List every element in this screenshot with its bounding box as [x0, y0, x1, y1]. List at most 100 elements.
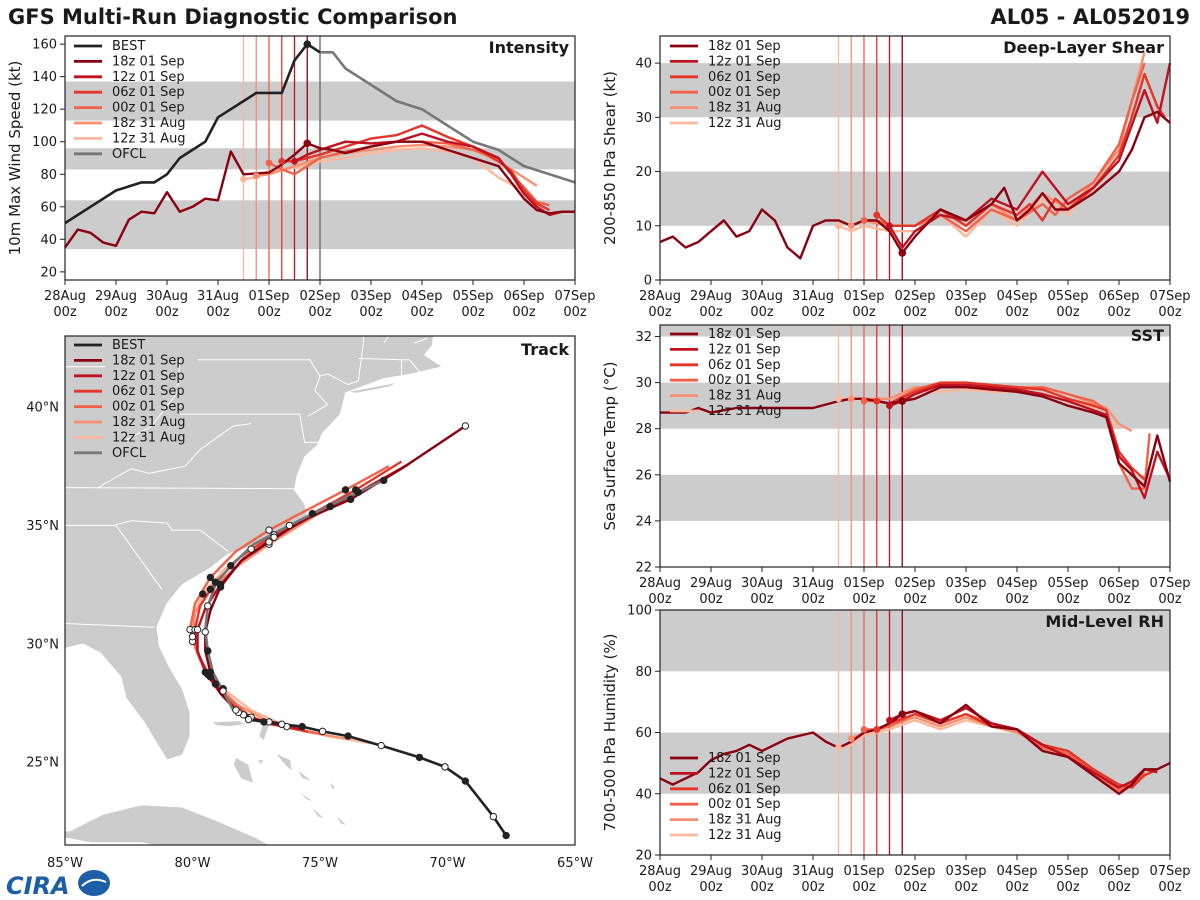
init-point-12z-31-aug — [835, 395, 842, 403]
init-point-12z-01-sep — [886, 222, 893, 230]
x-tick-label-hour: 00z — [648, 880, 672, 895]
x-tick-label-hour: 00z — [563, 305, 587, 320]
track-position-marker — [188, 632, 197, 641]
x-tick-label-hour: 00z — [801, 592, 825, 607]
track-position-marker — [206, 585, 215, 594]
x-tick-label-date: 02Sep — [894, 289, 935, 304]
x-tick-label-hour: 00z — [750, 592, 774, 607]
y-tick-label: 24 — [635, 514, 652, 529]
land-layer — [65, 336, 444, 845]
x-tick-label-date: 31Aug — [792, 289, 834, 304]
legend-label-06z-01-sep: 06z 01 Sep — [708, 70, 781, 85]
x-tick-label-date: 31Aug — [792, 576, 834, 591]
legend-label-00z-01-sep: 00z 01 Sep — [708, 373, 781, 388]
track-position-marker — [201, 628, 209, 636]
legend-label-12z-31-aug: 12z 31 Aug — [112, 430, 186, 445]
series-line-06z-01-sep — [876, 72, 1166, 228]
init-point-06z-01-sep — [873, 211, 881, 219]
state-border — [179, 413, 320, 443]
bahamas-island — [232, 756, 255, 785]
shaded-band — [660, 325, 1170, 337]
track-position-marker — [244, 715, 253, 724]
track-position-marker — [489, 812, 498, 821]
init-point-00z-01-sep — [860, 397, 868, 405]
track-position-marker — [341, 486, 350, 494]
y-tick-label: 26 — [635, 468, 652, 483]
y-tick-label: 30 — [635, 376, 652, 391]
x-tick-label-date: 28Aug — [44, 289, 86, 304]
bahamas-island — [255, 759, 265, 766]
x-tick-label-date: 06Sep — [503, 289, 544, 304]
y-tick-label: 40 — [635, 787, 652, 802]
x-tick-label-hour: 00z — [53, 305, 77, 320]
logo-text: CIRA — [6, 872, 70, 900]
panel-title: Intensity — [489, 38, 570, 57]
x-tick-label-hour: 00z — [1056, 880, 1080, 895]
track-position-marker — [354, 488, 362, 496]
x-tick-label-date: 02Sep — [894, 576, 935, 591]
track-position-marker — [211, 680, 220, 688]
map-frame — [64, 335, 576, 846]
logo-globe-icon — [78, 870, 110, 896]
y-tick-label: 160 — [32, 38, 57, 53]
series-line-12z-01-sep — [888, 62, 1172, 249]
y-tick-label: 100 — [627, 604, 652, 619]
y-tick-label: 140 — [32, 70, 57, 85]
y-tick-label: 40 — [40, 233, 57, 248]
x-tick-label-date: 28Aug — [639, 864, 681, 879]
y-tick-label: 40 — [635, 57, 652, 72]
x-tick-label-date: 02Sep — [299, 289, 340, 304]
x-tick-label-date: 01Sep — [843, 576, 884, 591]
series-line-18z-01-sep — [659, 110, 1171, 260]
legend-label-12z-01-sep: 12z 01 Sep — [112, 369, 185, 384]
shear-panel: 01020304028Aug00z29Aug00z30Aug00z31Aug00… — [601, 35, 1191, 320]
legend-label-18z-31-aug: 18z 31 Aug — [708, 389, 782, 404]
x-tick-label-date: 01Sep — [843, 289, 884, 304]
series-line-06z-01-sep — [281, 124, 551, 212]
x-tick-label-hour: 00z — [359, 305, 383, 320]
x-tick-label-hour: 00z — [648, 592, 672, 607]
y-axis-label: 700-500 hPa Humidity (%) — [601, 633, 619, 831]
init-point-12z-01-sep — [886, 716, 893, 724]
track-position-marker — [265, 526, 273, 534]
x-tick-label-hour: 00z — [801, 880, 825, 895]
init-point-18z-31-aug — [252, 172, 260, 180]
series-line-12z-01-sep — [889, 383, 1172, 500]
legend-label-12z-31-aug: 12z 31 Aug — [112, 131, 186, 146]
track-position-marker — [298, 722, 306, 731]
bahamas-island — [329, 780, 336, 790]
x-tick-label-hour: 00z — [257, 305, 281, 320]
x-tick-label-hour: 00z — [852, 592, 876, 607]
y-tick-label: 0 — [644, 274, 652, 289]
x-tick-label-hour: 00z — [903, 880, 927, 895]
logo-swirl-icon — [81, 878, 107, 887]
y-tick-label: 60 — [635, 726, 652, 741]
x-tick-label-date: 04Sep — [401, 289, 442, 304]
init-point-06z-01-sep — [873, 726, 881, 733]
y-axis-label: 10m Max Wind Speed (kt) — [6, 61, 24, 256]
y-tick-label: 22 — [635, 561, 652, 576]
x-tick-label-hour: 00z — [801, 305, 825, 320]
init-point-18z-31-aug — [847, 222, 855, 230]
init-point-12z-01-sep — [886, 402, 893, 410]
legend-label-06z-01-sep: 06z 01 Sep — [112, 384, 185, 399]
state-border — [65, 520, 229, 552]
y-tick-label: 80 — [40, 168, 57, 183]
state-border — [197, 336, 364, 386]
x-tick-label-hour: 00z — [648, 305, 672, 320]
init-point-12z-31-aug — [240, 175, 247, 183]
x-tick-label-hour: 00z — [155, 305, 179, 320]
legend-label-06z-01-sep: 06z 01 Sep — [708, 782, 781, 797]
x-tick-label-hour: 00z — [699, 592, 723, 607]
shaded-band — [660, 171, 1170, 226]
track-position-marker — [219, 687, 227, 695]
longitude-label: 75°W — [302, 856, 338, 871]
x-tick-label-date: 03Sep — [945, 576, 986, 591]
init-point-12z-01-sep — [291, 157, 298, 165]
x-tick-label-date: 05Sep — [1047, 576, 1088, 591]
x-tick-label-date: 30Aug — [741, 864, 783, 879]
panel-title: Mid-Level RH — [1045, 612, 1164, 631]
